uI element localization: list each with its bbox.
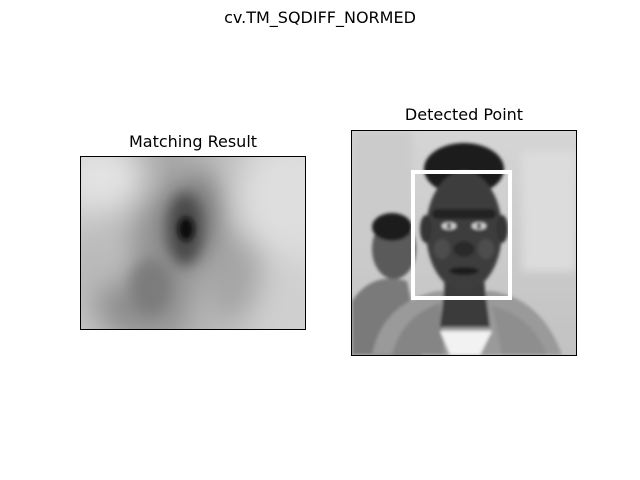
detected-point-image: [352, 131, 576, 355]
detection-rectangle: [411, 170, 512, 300]
matching-result-axes: [80, 156, 306, 330]
matching-result-heatmap: [81, 157, 305, 329]
matching-result-title: Matching Result: [128, 132, 258, 151]
detected-point-axes: [351, 130, 577, 356]
detected-point-title: Detected Point: [404, 105, 524, 124]
figure-suptitle: cv.TM_SQDIFF_NORMED: [224, 8, 416, 27]
